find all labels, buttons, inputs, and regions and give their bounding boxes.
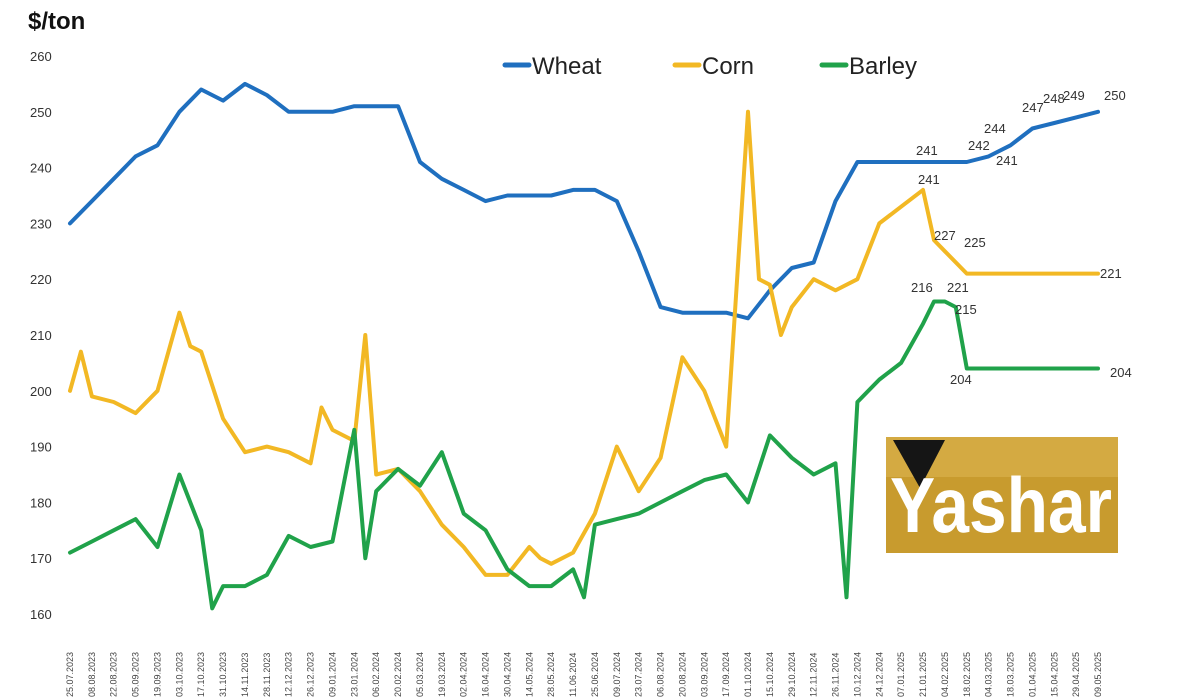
data-label-barley: 204 [950, 372, 972, 387]
x-tick-label: 23.01.2024 [349, 652, 359, 697]
x-tick-label: 12.12.2023 [284, 652, 294, 697]
legend-entry-corn: Corn [702, 53, 754, 80]
x-tick-label: 12.11.2024 [809, 653, 819, 697]
data-label-wheat: 248 [1043, 91, 1065, 106]
x-tick-label: 20.08.2024 [677, 652, 687, 697]
series-line-barley [68, 299, 1100, 611]
x-tick-label: 09.01.2024 [327, 652, 337, 697]
data-label-wheat: 241 [918, 172, 940, 187]
series-line-wheat [68, 81, 1100, 321]
x-tick-label: 18.02.2025 [962, 652, 972, 697]
data-label-wheat: 241 [916, 143, 938, 158]
x-tick-label: 04.02.2025 [940, 652, 950, 697]
x-tick-label: 17.10.2023 [196, 652, 206, 697]
x-tick-label: 29.04.2025 [1071, 652, 1081, 697]
legend-entry-wheat: Wheat [532, 53, 602, 80]
legend: Wheat Corn Barley [502, 53, 917, 80]
data-label-wheat: 247 [1022, 100, 1044, 115]
x-tick-label: 19.09.2023 [152, 652, 162, 697]
x-tick-label: 20.02.2024 [393, 652, 403, 697]
x-tick-label: 28.05.2024 [546, 652, 556, 697]
data-label-barley: 204 [1110, 365, 1132, 380]
x-tick-label: 17.09.2024 [721, 652, 731, 697]
x-tick-label: 06.08.2024 [656, 652, 666, 697]
y-tick-label: 220 [30, 272, 52, 287]
x-tick-label: 25.06.2024 [590, 652, 600, 697]
legend-entry-barley: Barley [849, 53, 917, 80]
data-label-corn: 227 [934, 228, 956, 243]
x-tick-label: 30.04.2024 [502, 652, 512, 697]
x-tick-label: 28.11.2023 [262, 653, 272, 697]
x-tick-label: 03.10.2023 [174, 652, 184, 697]
data-label-barley: 215 [955, 302, 977, 317]
series-line-corn [68, 109, 1100, 577]
data-label-wheat: 241 [996, 153, 1018, 168]
data-label-corn: 225 [964, 235, 986, 250]
y-tick-label: 250 [30, 105, 52, 120]
y-tick-label: 190 [30, 440, 52, 455]
x-tick-label: 02.04.2024 [459, 652, 469, 697]
x-tick-label: 23.07.2024 [634, 652, 644, 697]
x-tick-label: 26.12.2023 [306, 652, 316, 697]
x-tick-label: 16.04.2024 [481, 652, 491, 697]
x-tick-label: 22.08.2023 [109, 652, 119, 697]
x-tick-label: 21.01.2025 [918, 652, 928, 697]
x-tick-label: 07.01.2025 [896, 652, 906, 697]
x-tick-label: 11.06.2024 [568, 653, 578, 697]
x-tick-label: 10.12.2024 [852, 652, 862, 697]
x-tick-label: 15.10.2024 [765, 652, 775, 697]
data-label-corn: 221 [1100, 266, 1122, 281]
x-tick-label: 01.04.2025 [1027, 652, 1037, 697]
series-lines [68, 81, 1100, 611]
yashar-logo: Yashar [886, 437, 1118, 553]
y-axis-ticks: 160 170 180 190 200 210 220 230 240 250 260 [30, 49, 52, 622]
data-label-wheat: 244 [984, 121, 1006, 136]
x-tick-label: 09.07.2024 [612, 652, 622, 697]
y-axis-label: $/ton [28, 8, 85, 35]
x-tick-label: 29.10.2024 [787, 652, 797, 697]
x-tick-label: 03.09.2024 [699, 652, 709, 697]
x-axis-ticks: 25.07.2023 08.08.2023 22.08.2023 05.09.2023… [65, 652, 1103, 697]
data-label-corn: 221 [947, 280, 969, 295]
x-tick-label: 26.11.2024 [831, 653, 841, 697]
x-tick-label: 05.09.2023 [131, 652, 141, 697]
x-tick-label: 14.11.2023 [240, 653, 250, 697]
x-tick-label: 08.08.2023 [87, 652, 97, 697]
x-tick-label: 06.02.2024 [371, 652, 381, 697]
y-tick-label: 240 [30, 161, 52, 176]
x-tick-label: 09.05.2025 [1093, 652, 1103, 697]
logo-chevron-icon [893, 440, 945, 488]
x-tick-label: 19.03.2024 [437, 652, 447, 697]
x-tick-label: 04.03.2025 [984, 652, 994, 697]
x-tick-label: 25.07.2023 [65, 652, 75, 697]
logo-text: Yashar [890, 461, 1112, 549]
y-tick-label: 260 [30, 49, 52, 64]
y-tick-label: 180 [30, 495, 52, 510]
x-tick-label: 14.05.2024 [524, 652, 534, 697]
y-tick-label: 160 [30, 607, 52, 622]
y-tick-label: 200 [30, 384, 52, 399]
x-tick-label: 05.03.2024 [415, 652, 425, 697]
data-label-wheat: 249 [1063, 88, 1085, 103]
data-label-wheat: 250 [1104, 88, 1126, 103]
data-label-barley: 216 [911, 280, 933, 295]
data-label-wheat: 242 [968, 138, 990, 153]
x-tick-label: 01.10.2024 [743, 652, 753, 697]
x-tick-label: 24.12.2024 [874, 652, 884, 697]
y-tick-label: 170 [30, 551, 52, 566]
x-tick-label: 31.10.2023 [218, 652, 228, 697]
y-tick-label: 230 [30, 216, 52, 231]
x-tick-label: 18.03.2025 [1006, 652, 1016, 697]
x-tick-label: 15.04.2025 [1049, 652, 1059, 697]
y-tick-label: 210 [30, 328, 52, 343]
